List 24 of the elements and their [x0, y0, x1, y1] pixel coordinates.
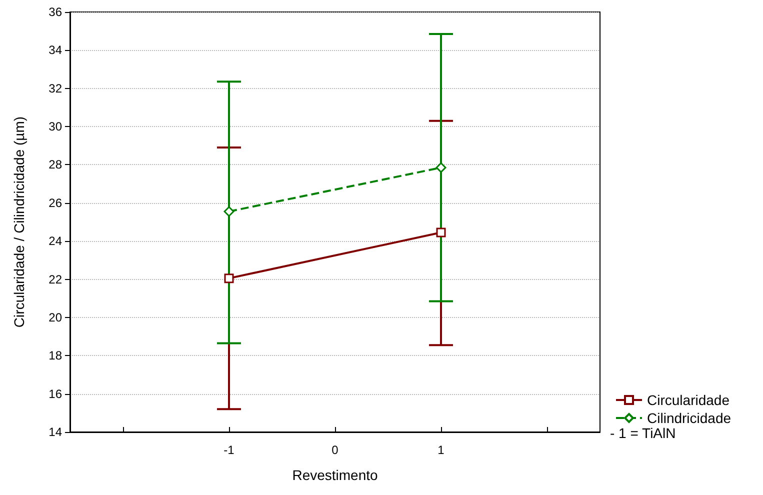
point: [224, 206, 234, 217]
y-tick-label: 16: [48, 386, 62, 401]
text: - 1 = TiAlN: [610, 425, 676, 441]
y-axis-title: Circularidade / Cilindricidade (µm): [11, 116, 27, 328]
y-tick-label: 24: [48, 234, 62, 248]
point: [436, 162, 446, 173]
x-tick-label: 0: [332, 443, 339, 457]
y-tick-label: 32: [48, 81, 62, 96]
y-tick-label: 30: [48, 120, 62, 134]
y-tick-label: 26: [48, 196, 62, 210]
point: [436, 228, 446, 238]
legend-label: Cilindricidade: [647, 410, 732, 426]
y-tick-label: 36: [48, 5, 62, 19]
y-tick-label: 14: [48, 425, 62, 439]
y-tick-label: 20: [48, 310, 62, 324]
y-tick-label: 22: [48, 272, 62, 286]
point: [224, 274, 234, 284]
legend-label: Circularidade: [647, 392, 730, 408]
y-tick-label: 28: [48, 158, 62, 172]
x-tick-label: -1: [224, 443, 235, 457]
x-tick-label: 1: [438, 443, 445, 457]
y-tick-label: 34: [48, 43, 62, 58]
y-tick-label: 18: [48, 348, 62, 363]
x-axis-title: Revestimento: [292, 467, 378, 483]
